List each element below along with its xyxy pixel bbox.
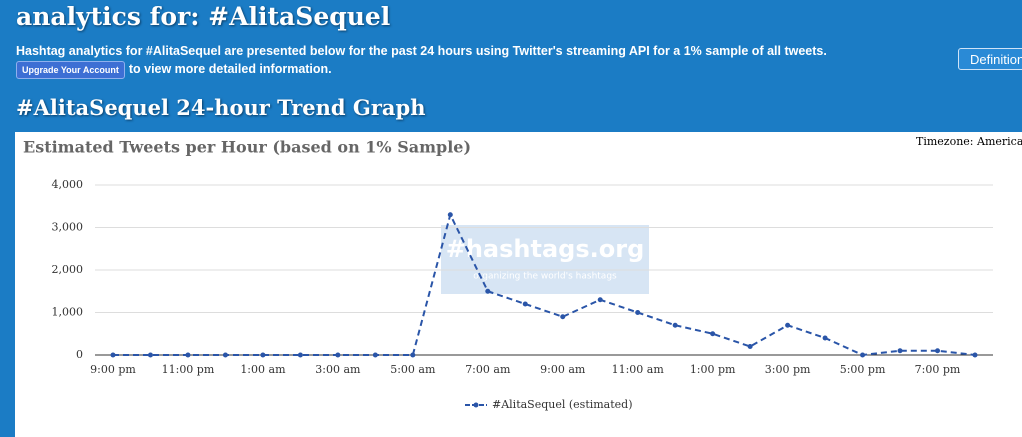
point: [860, 352, 866, 358]
point: [110, 352, 116, 358]
point: [635, 310, 641, 315]
x-tick-label: 3:00 pm: [765, 363, 811, 376]
point: [410, 352, 416, 358]
y-tick-label: 4,000: [52, 178, 84, 191]
watermark-tagline: organizing the world's hashtags: [473, 272, 617, 282]
y-tick-label: 1,000: [52, 306, 84, 319]
point: [185, 352, 191, 358]
y-tick-label: 0: [76, 348, 83, 361]
point: [935, 348, 941, 354]
definition-button[interactable]: Definition: [958, 48, 1022, 70]
point: [560, 314, 566, 320]
x-tick-label: 9:00 am: [540, 363, 586, 376]
watermark-box: [441, 225, 649, 294]
upgrade-suffix: to view more detailed information.: [128, 62, 332, 76]
x-tick-label: 5:00 am: [390, 363, 436, 376]
chart: Estimated Tweets per Hour (based on 1% S…: [15, 132, 1022, 437]
point: [710, 331, 716, 337]
point: [897, 348, 903, 354]
section-title: #AlitaSequel 24-hour Trend Graph: [16, 95, 426, 120]
point: [522, 301, 528, 307]
x-tick-label: 7:00 pm: [915, 363, 961, 376]
x-tick-label: 1:00 pm: [690, 363, 736, 376]
timezone: Timezone: America/: [916, 135, 1022, 148]
x-tick-label: 5:00 pm: [840, 363, 886, 376]
point: [147, 352, 153, 358]
legend-marker: [473, 402, 479, 408]
point: [372, 352, 378, 358]
point: [447, 212, 453, 218]
x-tick-label: 11:00 am: [612, 363, 665, 376]
y-tick-label: 3,000: [52, 221, 84, 234]
point: [747, 344, 753, 349]
x-tick-label: 3:00 am: [315, 363, 361, 376]
x-tick-label: 1:00 am: [240, 363, 286, 376]
description: Hashtag analytics for #AlitaSequel are p…: [16, 44, 827, 58]
x-tick-label: 7:00 am: [465, 363, 511, 376]
watermark-logo: #hashtags.org: [446, 235, 645, 263]
point: [222, 352, 228, 358]
x-tick-label: 9:00 pm: [90, 363, 136, 376]
series-line: [113, 211, 976, 357]
y-tick-label: 2,000: [52, 263, 84, 276]
point: [260, 352, 266, 358]
point: [972, 352, 978, 358]
point: [335, 352, 341, 358]
x-tick-label: 11:00 pm: [162, 363, 215, 376]
point: [485, 288, 491, 294]
upgrade-line: Upgrade Your Account to view more detaile…: [16, 61, 332, 79]
point: [597, 297, 603, 303]
chart-title: Estimated Tweets per Hour (based on 1% S…: [23, 138, 471, 157]
upgrade-button[interactable]: Upgrade Your Account: [16, 61, 125, 79]
legend-label: #AlitaSequel (estimated): [492, 398, 633, 411]
point: [672, 322, 678, 328]
point: [297, 352, 303, 358]
page-title: analytics for: #AlitaSequel: [16, 2, 391, 31]
point: [822, 335, 828, 341]
point: [785, 322, 791, 328]
